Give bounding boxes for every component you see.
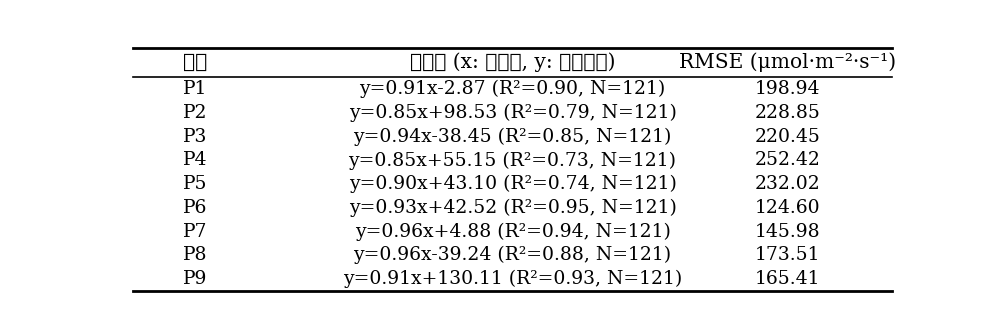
Text: y=0.94x-38.45 (R²=0.85, N=121): y=0.94x-38.45 (R²=0.85, N=121) (353, 128, 672, 146)
Text: 252.42: 252.42 (755, 151, 821, 169)
Text: y=0.96x-39.24 (R²=0.88, N=121): y=0.96x-39.24 (R²=0.88, N=121) (353, 246, 672, 265)
Text: P2: P2 (182, 104, 207, 122)
Text: 145.98: 145.98 (755, 222, 820, 240)
Text: y=0.85x+98.53 (R²=0.79, N=121): y=0.85x+98.53 (R²=0.79, N=121) (349, 104, 676, 122)
Text: y=0.91x+130.11 (R²=0.93, N=121): y=0.91x+130.11 (R²=0.93, N=121) (343, 270, 682, 288)
Text: P1: P1 (183, 80, 207, 98)
Text: y=0.91x-2.87 (R²=0.90, N=121): y=0.91x-2.87 (R²=0.90, N=121) (359, 80, 666, 98)
Text: P3: P3 (183, 128, 207, 146)
Text: 173.51: 173.51 (755, 246, 820, 264)
Text: y=0.90x+43.10 (R²=0.74, N=121): y=0.90x+43.10 (R²=0.74, N=121) (349, 175, 676, 193)
Text: P5: P5 (182, 175, 207, 193)
Text: y=0.93x+42.52 (R²=0.95, N=121): y=0.93x+42.52 (R²=0.95, N=121) (349, 199, 676, 217)
Text: y=0.96x+4.88 (R²=0.94, N=121): y=0.96x+4.88 (R²=0.94, N=121) (355, 222, 670, 241)
Text: P4: P4 (182, 151, 207, 169)
Text: P8: P8 (182, 246, 207, 264)
Text: 198.94: 198.94 (755, 80, 820, 98)
Text: 232.02: 232.02 (755, 175, 820, 193)
Text: RMSE (μmol·m⁻²·s⁻¹): RMSE (μmol·m⁻²·s⁻¹) (679, 53, 896, 72)
Text: P9: P9 (183, 270, 207, 288)
Text: 相关性 (x: 测量值, y: 模型结果): 相关性 (x: 测量值, y: 模型结果) (410, 53, 615, 72)
Text: 165.41: 165.41 (755, 270, 820, 288)
Text: y=0.85x+55.15 (R²=0.73, N=121): y=0.85x+55.15 (R²=0.73, N=121) (349, 151, 676, 170)
Text: 序号: 序号 (183, 53, 207, 72)
Text: 228.85: 228.85 (755, 104, 821, 122)
Text: 124.60: 124.60 (755, 199, 820, 217)
Text: P7: P7 (182, 222, 207, 240)
Text: P6: P6 (183, 199, 207, 217)
Text: 220.45: 220.45 (755, 128, 821, 146)
